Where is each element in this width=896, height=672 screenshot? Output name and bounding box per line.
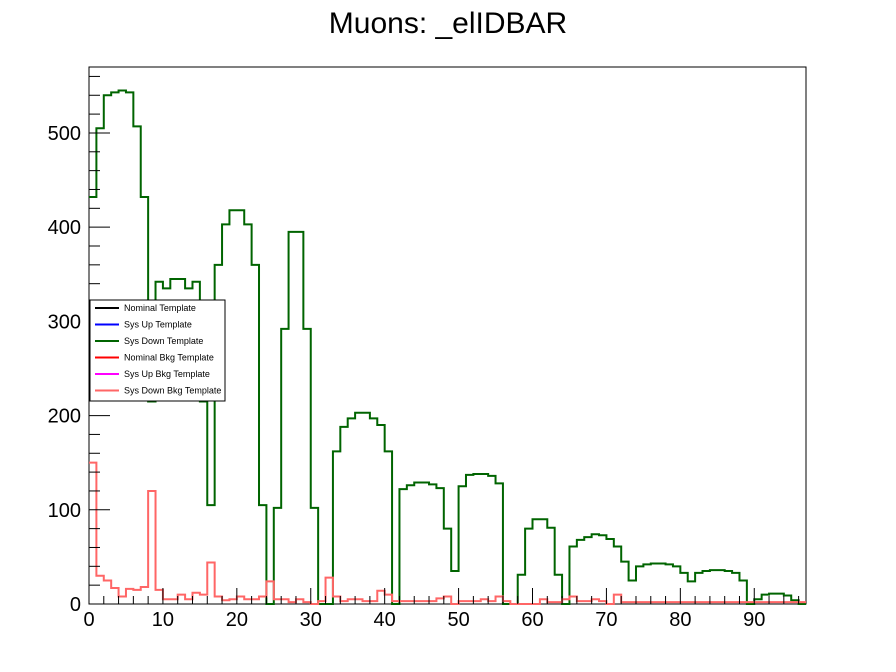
legend-entry: Sys Down Template <box>124 336 203 346</box>
x-tick-label: 60 <box>521 609 543 631</box>
legend-entry: Sys Up Bkg Template <box>124 369 210 379</box>
y-tick-label: 0 <box>70 594 81 616</box>
x-tick-label: 80 <box>669 609 691 631</box>
series-line-5 <box>89 461 806 605</box>
y-tick-label: 400 <box>48 217 81 239</box>
x-tick-label: 0 <box>83 609 94 631</box>
legend-box <box>89 299 226 402</box>
axes-layer: 0 10 20 30 40 50 60 70 80 90 0 100 200 300 400 500 <box>48 75 800 631</box>
plot-frame <box>88 66 807 605</box>
legend: Nominal Template Sys Up Template Sys Down … <box>89 299 226 402</box>
x-tick-label: 20 <box>226 609 248 631</box>
y-tick-label: 100 <box>48 500 81 522</box>
series-line-2 <box>89 89 806 605</box>
legend-entry: Nominal Bkg Template <box>124 353 214 363</box>
x-tick-label: 30 <box>300 609 322 631</box>
x-tick-label: 90 <box>743 609 765 631</box>
x-tick-label: 50 <box>447 609 469 631</box>
legend-entry: Sys Down Bkg Template <box>124 386 221 396</box>
legend-entry: Nominal Template <box>124 303 196 313</box>
y-tick-label: 500 <box>48 123 81 145</box>
x-tick-label: 70 <box>595 609 617 631</box>
y-tick-label: 200 <box>48 406 81 428</box>
legend-entry: Sys Up Template <box>124 320 192 330</box>
y-tick-label: 300 <box>48 311 81 333</box>
x-tick-label: 10 <box>152 609 174 631</box>
chart-title: Muons: _elIDBAR <box>329 7 567 40</box>
x-tick-label: 40 <box>374 609 396 631</box>
